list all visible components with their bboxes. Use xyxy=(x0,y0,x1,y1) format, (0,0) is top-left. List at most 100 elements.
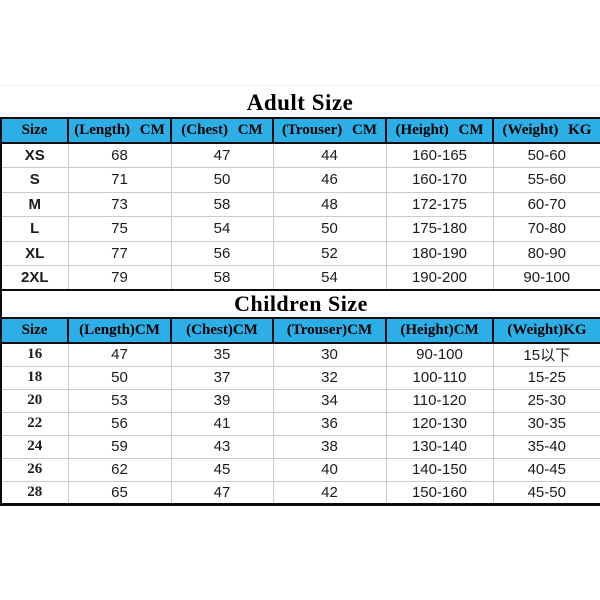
table-cell: 190-200 xyxy=(385,265,494,291)
table-cell: 90-100 xyxy=(492,265,600,291)
table-cell: 55-60 xyxy=(492,167,600,193)
table-cell: 53 xyxy=(67,388,172,413)
table-cell: 38 xyxy=(272,434,387,459)
size-label: 16 xyxy=(0,342,69,367)
column-header-weight: (Weight) KG xyxy=(492,117,600,144)
table-cell: 71 xyxy=(67,167,172,193)
size-label: S xyxy=(0,167,69,193)
children-row-28: 28 65 47 42 150-160 45-50 xyxy=(0,480,600,505)
table-cell: 150-160 xyxy=(385,480,494,505)
table-cell: 52 xyxy=(272,240,387,266)
table-cell: 47 xyxy=(170,480,274,505)
table-cell: 77 xyxy=(67,240,172,266)
table-cell: 45-50 xyxy=(492,480,600,505)
table-cell: 37 xyxy=(170,365,274,390)
table-cell: 39 xyxy=(170,388,274,413)
table-cell: 58 xyxy=(170,191,274,217)
column-header-height: (Height) CM xyxy=(385,117,494,144)
column-header-chest: (Chest) CM xyxy=(170,117,274,144)
adult-row-xl: XL 77 56 52 180-190 80-90 xyxy=(0,240,600,266)
column-header-length: (Length)CM xyxy=(67,317,172,344)
table-cell: 54 xyxy=(272,265,387,291)
column-header-weight: (Weight)KG xyxy=(492,317,600,344)
size-label: M xyxy=(0,191,69,217)
table-cell: 110-120 xyxy=(385,388,494,413)
table-cell: 130-140 xyxy=(385,434,494,459)
table-cell: 56 xyxy=(170,240,274,266)
table-cell: 15-25 xyxy=(492,365,600,390)
children-row-26: 26 62 45 40 140-150 40-45 xyxy=(0,457,600,482)
table-cell: 90-100 xyxy=(385,342,494,367)
table-cell: 65 xyxy=(67,480,172,505)
table-cell: 75 xyxy=(67,216,172,242)
table-cell: 50 xyxy=(272,216,387,242)
table-cell: 36 xyxy=(272,411,387,436)
table-cell: 160-170 xyxy=(385,167,494,193)
table-cell: 30-35 xyxy=(492,411,600,436)
table-cell: 46 xyxy=(272,167,387,193)
column-header-trouser: (Trouser)CM xyxy=(272,317,387,344)
table-cell: 60-70 xyxy=(492,191,600,217)
adult-row-2xl: 2XL 79 58 54 190-200 90-100 xyxy=(0,265,600,291)
table-cell: 48 xyxy=(272,191,387,217)
table-cell: 47 xyxy=(170,142,274,168)
table-cell: 45 xyxy=(170,457,274,482)
sheet-top-edge xyxy=(0,85,600,86)
adult-size-title: Adult Size xyxy=(246,90,354,115)
size-label: L xyxy=(0,216,69,242)
children-header-row: Size (Length)CM (Chest)CM (Trouser)CM (H… xyxy=(0,317,600,344)
size-label: 28 xyxy=(0,480,69,505)
table-cell: 25-30 xyxy=(492,388,600,413)
table-cell: 35-40 xyxy=(492,434,600,459)
table-cell: 56 xyxy=(67,411,172,436)
column-header-length: (Length) CM xyxy=(67,117,172,144)
table-cell: 30 xyxy=(272,342,387,367)
children-row-18: 18 50 37 32 100-110 15-25 xyxy=(0,365,600,390)
table-cell: 59 xyxy=(67,434,172,459)
table-cell: 79 xyxy=(67,265,172,291)
children-row-20: 20 53 39 34 110-120 25-30 xyxy=(0,388,600,413)
table-cell: 73 xyxy=(67,191,172,217)
column-header-height: (Height)CM xyxy=(385,317,494,344)
size-label: XL xyxy=(0,240,69,266)
adult-row-xs: XS 68 47 44 160-165 50-60 xyxy=(0,142,600,168)
table-cell: 80-90 xyxy=(492,240,600,266)
size-label: 26 xyxy=(0,457,69,482)
size-label: 18 xyxy=(0,365,69,390)
table-cell: 42 xyxy=(272,480,387,505)
table-cell: 160-165 xyxy=(385,142,494,168)
table-cell: 50-60 xyxy=(492,142,600,168)
table-cell: 50 xyxy=(67,365,172,390)
table-cell: 120-130 xyxy=(385,411,494,436)
size-chart-table: Size (Length) CM (Chest) CM (Trouser) CM… xyxy=(0,117,600,506)
table-cell: 180-190 xyxy=(385,240,494,266)
adult-header-row: Size (Length) CM (Chest) CM (Trouser) CM… xyxy=(0,117,600,144)
table-cell: 50 xyxy=(170,167,274,193)
table-cell: 35 xyxy=(170,342,274,367)
size-label: 22 xyxy=(0,411,69,436)
size-label: 20 xyxy=(0,388,69,413)
table-cell: 15以下 xyxy=(492,342,600,367)
adult-row-l: L 75 54 50 175-180 70-80 xyxy=(0,216,600,242)
table-cell: 68 xyxy=(67,142,172,168)
table-cell: 100-110 xyxy=(385,365,494,390)
table-cell: 44 xyxy=(272,142,387,168)
children-size-title: Children Size xyxy=(0,289,600,319)
table-cell: 175-180 xyxy=(385,216,494,242)
table-cell: 43 xyxy=(170,434,274,459)
table-cell: 62 xyxy=(67,457,172,482)
table-cell: 54 xyxy=(170,216,274,242)
table-cell: 70-80 xyxy=(492,216,600,242)
size-label: 24 xyxy=(0,434,69,459)
table-cell: 172-175 xyxy=(385,191,494,217)
column-header-chest: (Chest)CM xyxy=(170,317,274,344)
adult-row-m: M 73 58 48 172-175 60-70 xyxy=(0,191,600,217)
column-header-size: Size xyxy=(0,317,69,344)
table-cell: 41 xyxy=(170,411,274,436)
table-cell: 47 xyxy=(67,342,172,367)
children-row-22: 22 56 41 36 120-130 30-35 xyxy=(0,411,600,436)
table-cell: 32 xyxy=(272,365,387,390)
adult-row-s: S 71 50 46 160-170 55-60 xyxy=(0,167,600,193)
table-cell: 58 xyxy=(170,265,274,291)
